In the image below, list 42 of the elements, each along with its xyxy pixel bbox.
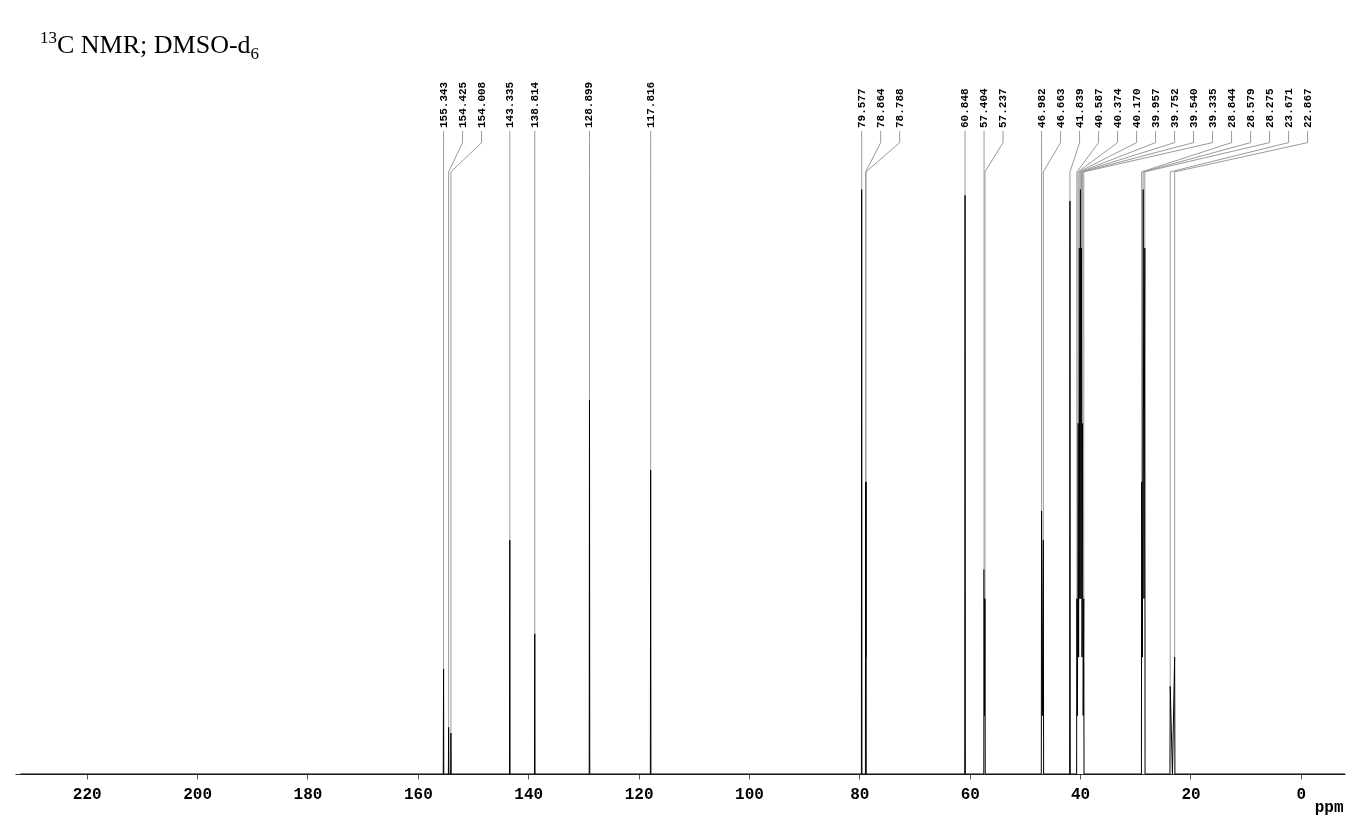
annotation: 155.343: [437, 81, 450, 128]
annotation: 78.864: [874, 87, 887, 128]
annotation: 40.587: [1092, 88, 1105, 128]
x-tick-label: 80: [850, 785, 870, 804]
annotation: 79.577: [855, 88, 868, 128]
annotation: 40.170: [1130, 88, 1143, 128]
annotation: 28.844: [1225, 87, 1238, 128]
annotation: 57.237: [997, 88, 1010, 128]
annotation: 28.275: [1263, 87, 1276, 128]
x-tick-label: 0: [1296, 785, 1307, 804]
x-tick-label: 220: [72, 785, 102, 804]
annotation: 138.814: [528, 81, 541, 128]
annotation: 78.788: [893, 87, 906, 128]
chart-title: $^{13}$C NMR; DMSO-d$_{6}$: [40, 28, 260, 64]
x-tick-label: 200: [183, 785, 213, 804]
annotation: 60.848: [959, 87, 972, 128]
annotation: 128.899: [583, 81, 596, 128]
annotation: 39.957: [1149, 88, 1162, 128]
annotation: 46.663: [1054, 87, 1067, 128]
annotation: 154.008: [475, 81, 488, 128]
annotation: 22.867: [1301, 88, 1314, 128]
x-tick-label: 180: [293, 785, 323, 804]
x-tick-label: 120: [624, 785, 654, 804]
annotation: 39.335: [1206, 87, 1219, 128]
annotation: 28.579: [1244, 88, 1257, 128]
x-tick-label: 60: [960, 785, 980, 804]
x-tick-label: 140: [514, 785, 544, 804]
x-tick-label: 20: [1181, 785, 1201, 804]
annotation: 143.335: [503, 81, 516, 128]
annotation: 46.982: [1035, 88, 1048, 128]
annotation: 39.752: [1168, 88, 1181, 128]
annotation: 117.816: [644, 81, 657, 128]
x-tick-label: 40: [1071, 785, 1091, 804]
annotation: 39.540: [1187, 88, 1200, 128]
annotation: 41.839: [1073, 88, 1086, 128]
x-tick-label: 100: [735, 785, 764, 804]
annotation: 23.671: [1282, 87, 1295, 128]
annotation: 57.404: [978, 87, 991, 128]
annotation: 40.374: [1111, 87, 1124, 128]
x-tick-label: 160: [403, 785, 433, 804]
x-axis-title: ppm: [1314, 798, 1344, 817]
annotation: 154.425: [456, 81, 469, 128]
